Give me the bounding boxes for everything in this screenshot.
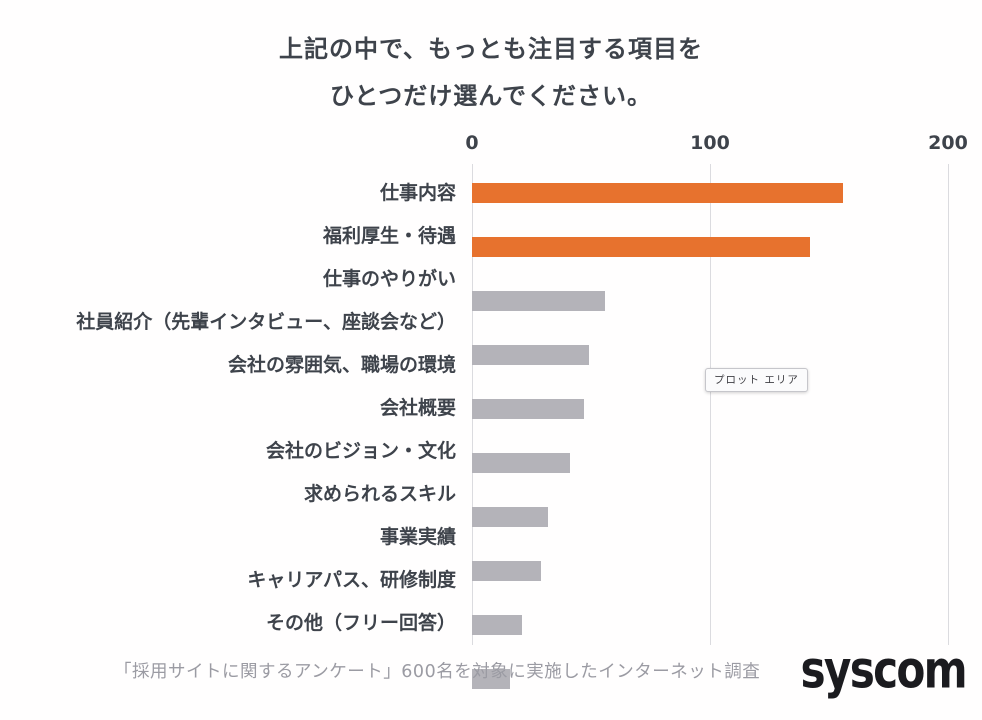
bar-row — [472, 453, 975, 496]
bar[interactable] — [472, 669, 511, 689]
bar[interactable] — [472, 345, 589, 365]
plot-area[interactable] — [472, 164, 975, 689]
category-label: 福利厚生・待遇 — [322, 225, 456, 247]
category-label: その他（フリー回答） — [265, 612, 456, 634]
category-label: キャリアパス、研修制度 — [247, 569, 456, 591]
bar-row — [472, 183, 975, 226]
x-tick-label: 100 — [690, 132, 730, 154]
x-tick-label: 0 — [465, 132, 479, 154]
chart-title-line-2: ひとつだけ選んでください。 — [329, 82, 653, 110]
category-label: 社員紹介（先輩インタビュー、座談会など） — [76, 311, 456, 333]
bar[interactable] — [472, 453, 570, 473]
bar[interactable] — [472, 237, 810, 257]
bar-row — [472, 507, 975, 550]
bar-row — [472, 291, 975, 334]
x-tick-label: 200 — [928, 132, 968, 154]
bar[interactable] — [472, 507, 549, 527]
bar[interactable] — [472, 399, 584, 419]
category-label: 会社のビジョン・文化 — [265, 440, 456, 462]
gridline — [710, 164, 711, 645]
bar[interactable] — [472, 183, 844, 203]
bar-row — [472, 615, 975, 658]
category-labels: 仕事内容福利厚生・待遇 仕事のやりがい社員紹介（先輩インタビュー、座談会など） 会社… — [0, 172, 456, 645]
plot-area-tooltip: プロット エリア — [705, 368, 808, 392]
category-label: 仕事のやりがい — [322, 268, 456, 290]
category-label: 求められるスキル — [303, 483, 456, 505]
chart-title-line-1: 上記の中で、もっとも注目する項目を — [278, 35, 704, 63]
bar-row — [472, 237, 975, 280]
x-axis: 0 100 200 — [465, 132, 975, 158]
bar-row — [472, 399, 975, 442]
category-label: 仕事内容 — [379, 182, 456, 204]
category-label: 会社の雰囲気、職場の環境 — [227, 354, 456, 376]
category-label: 事業実績 — [379, 526, 456, 548]
footer-note: 「採用サイトに関するアンケート」600名を対象に実施したインターネット調査 — [114, 662, 761, 682]
bar-row — [472, 345, 975, 388]
category-label: 会社概要 — [379, 397, 456, 419]
bar[interactable] — [472, 615, 522, 635]
bar-row — [472, 561, 975, 604]
bar-row — [472, 669, 975, 712]
chart-title: 上記の中で、もっとも注目する項目を ひとつだけ選んでください。 — [0, 26, 982, 120]
bar[interactable] — [472, 291, 606, 311]
syscom-logo: syscom — [800, 640, 968, 701]
bar[interactable] — [472, 561, 542, 581]
gridline — [948, 164, 949, 645]
